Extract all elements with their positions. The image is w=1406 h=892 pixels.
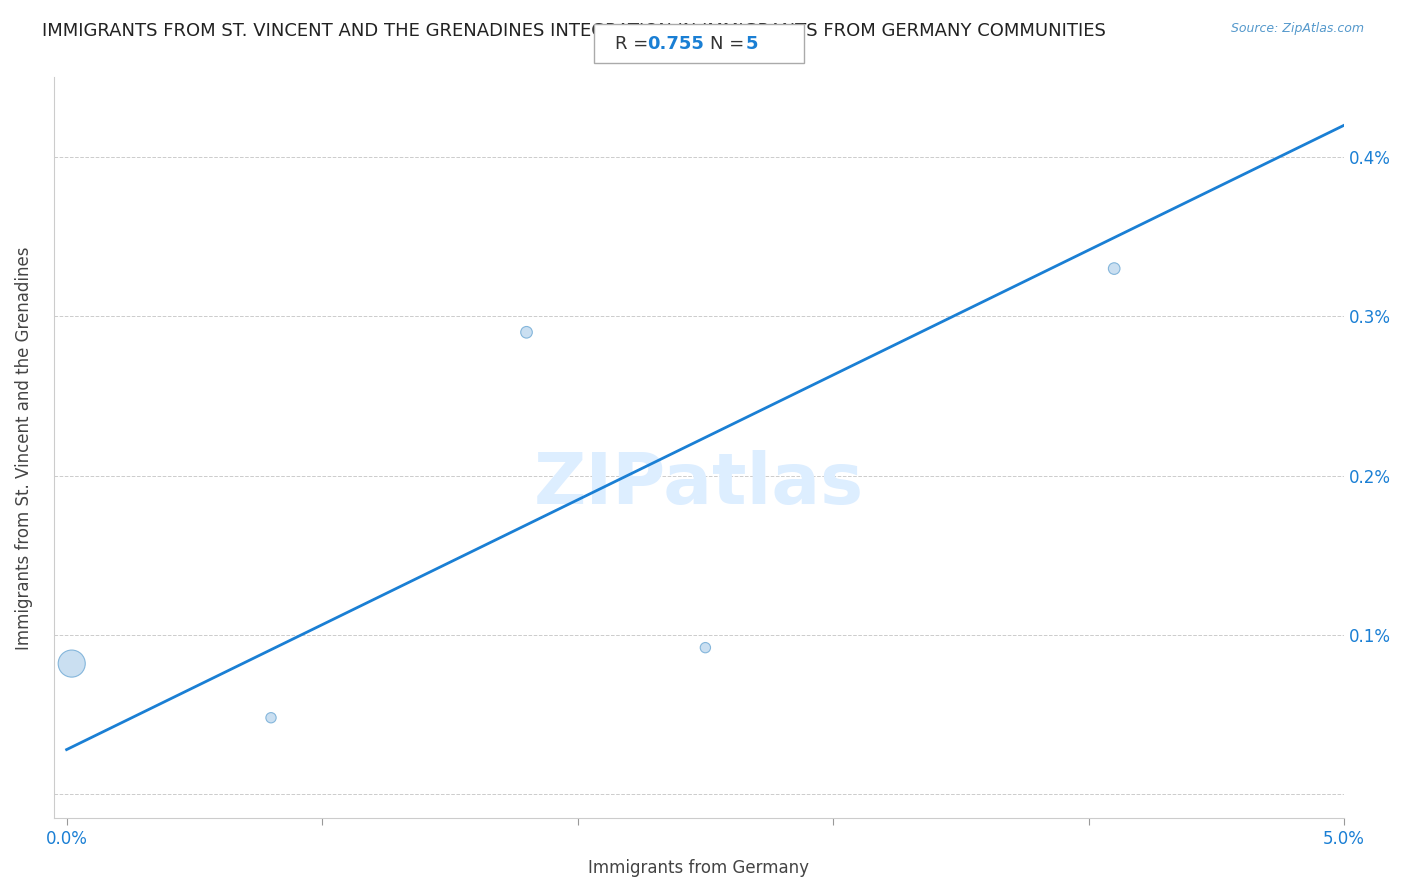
X-axis label: Immigrants from Germany: Immigrants from Germany: [589, 859, 810, 877]
Point: [60, 657, 83, 671]
Y-axis label: Immigrants from St. Vincent and the Grenadines: Immigrants from St. Vincent and the Gren…: [15, 246, 32, 649]
Text: ZIPatlas: ZIPatlas: [534, 450, 865, 519]
Text: 5: 5: [745, 35, 758, 53]
Point: [695, 640, 717, 655]
Point: [515, 326, 537, 340]
Text: 0.755: 0.755: [647, 35, 704, 53]
Text: Source: ZipAtlas.com: Source: ZipAtlas.com: [1230, 22, 1364, 36]
Text: R =: R =: [614, 35, 654, 53]
Text: N =: N =: [710, 35, 751, 53]
Point: [260, 711, 283, 725]
Point: [1102, 261, 1125, 276]
Text: IMMIGRANTS FROM ST. VINCENT AND THE GRENADINES INTEGRATION IN IMMIGRANTS FROM GE: IMMIGRANTS FROM ST. VINCENT AND THE GREN…: [42, 22, 1107, 40]
